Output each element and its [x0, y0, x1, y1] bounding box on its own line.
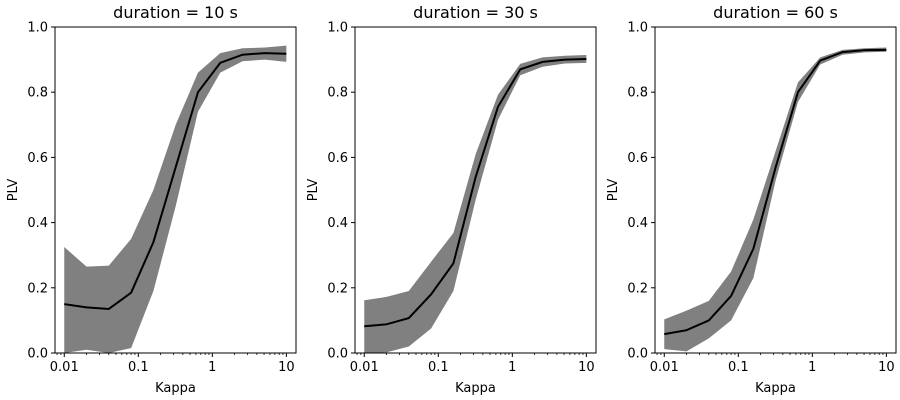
x-axis-label: Kappa [155, 381, 196, 396]
confidence-band [64, 45, 287, 353]
chart-panel-3: 0.01 0.1 1 10 0.0 0.2 0.4 0.6 0.8 1.0 duration = 6… [606, 3, 897, 396]
y-tick-label: 0.6 [327, 151, 348, 166]
y-tick-label: 0.8 [27, 86, 48, 101]
x-tick-label: 0.01 [50, 360, 79, 375]
y-tick-label: 0.0 [627, 347, 648, 362]
y-tick-label: 1.0 [627, 21, 648, 36]
y-tick-label: 0.2 [27, 281, 48, 296]
y-tick-label: 0.8 [627, 86, 648, 101]
x-tick-label: 0.1 [728, 360, 749, 375]
chart-title: duration = 10 s [113, 3, 238, 22]
chart-title: duration = 60 s [713, 3, 838, 22]
x-axis-label: Kappa [755, 381, 796, 396]
y-tick-label: 0.4 [327, 216, 348, 231]
x-tick-label: 10 [278, 360, 295, 375]
y-tick-label: 0.0 [27, 347, 48, 362]
y-tick-label: 0.2 [627, 281, 648, 296]
chart-title: duration = 30 s [413, 3, 538, 22]
axes-frame [354, 26, 597, 354]
confidence-band [664, 47, 887, 352]
axes-frame [54, 26, 297, 354]
y-tick-label: 0.6 [627, 151, 648, 166]
y-axis-label: PLV [306, 179, 321, 202]
x-axis-label: Kappa [455, 381, 496, 396]
confidence-band [364, 55, 587, 353]
y-axis-label: PLV [6, 179, 21, 202]
y-tick-label: 0.0 [327, 347, 348, 362]
chart-panel-2: 0.01 0.1 1 10 0.0 0.2 0.4 0.6 0.8 1.0 duration = 3… [306, 3, 597, 396]
y-tick-label: 1.0 [327, 21, 348, 36]
y-tick-label: 0.2 [327, 281, 348, 296]
y-tick-label: 0.4 [27, 216, 48, 231]
x-tick-label: 0.01 [350, 360, 379, 375]
chart-panel-1: 0.01 0.1 1 10 0.0 0.2 0.4 0.6 0.8 1.0 duration = 1… [6, 3, 297, 396]
x-tick-label: 0.1 [428, 360, 449, 375]
x-tick-label: 1 [808, 360, 816, 375]
x-tick-label: 10 [878, 360, 895, 375]
y-tick-label: 1.0 [27, 21, 48, 36]
y-tick-label: 0.4 [627, 216, 648, 231]
y-tick-label: 0.8 [327, 86, 348, 101]
axes-frame [654, 26, 897, 354]
y-axis-label: PLV [606, 179, 621, 202]
y-tick-label: 0.6 [27, 151, 48, 166]
plv-line [64, 52, 287, 311]
x-tick-label: 0.01 [650, 360, 679, 375]
x-tick-label: 1 [508, 360, 516, 375]
x-tick-label: 0.1 [128, 360, 149, 375]
plv-line [664, 48, 887, 336]
x-tick-label: 10 [578, 360, 595, 375]
x-tick-label: 1 [208, 360, 216, 375]
plv-line [364, 57, 587, 328]
